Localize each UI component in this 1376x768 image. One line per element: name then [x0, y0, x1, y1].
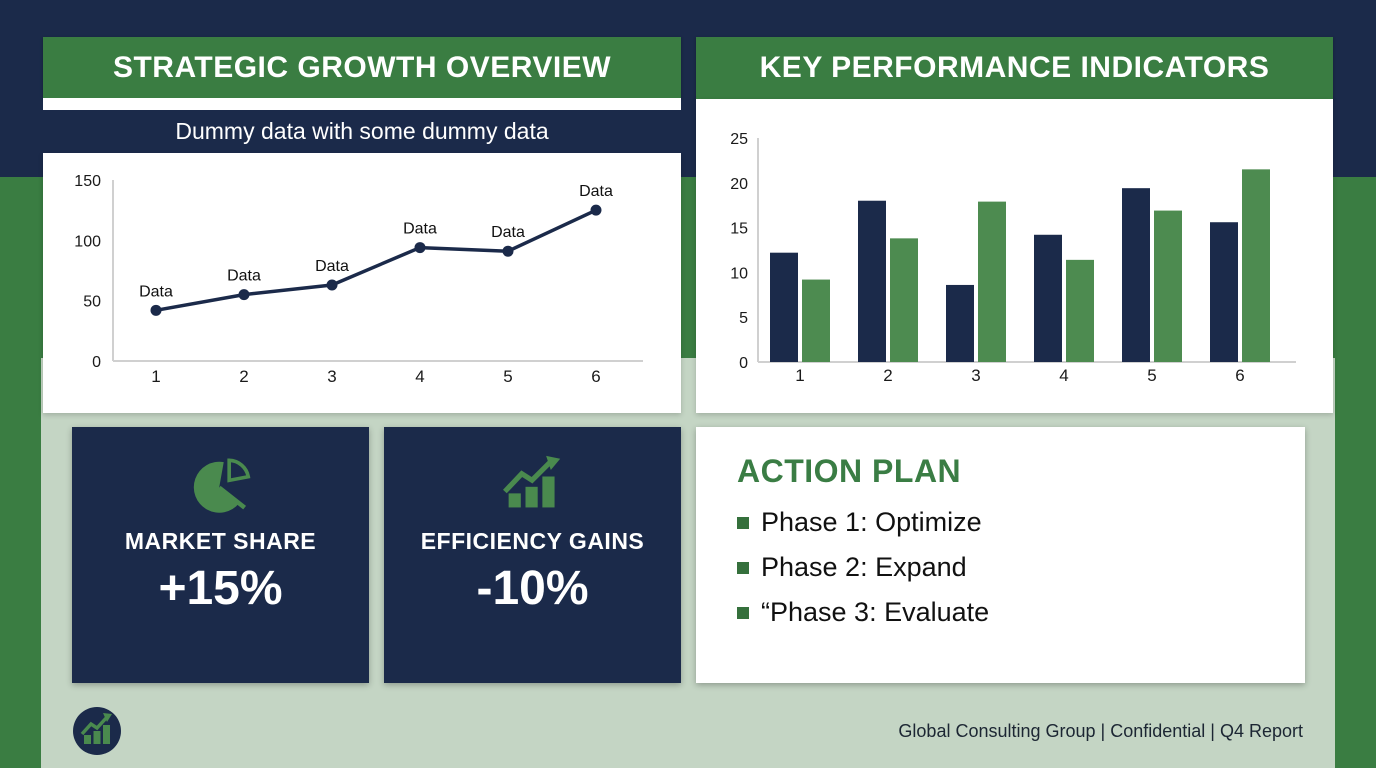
market-share-card: MARKET SHARE +15%: [72, 427, 369, 683]
series-green-bar: [1066, 259, 1094, 362]
efficiency-gains-card: EFFICIENCY GAINS -10%: [384, 427, 681, 683]
series-navy-bar: [946, 284, 974, 362]
svg-text:Data: Data: [491, 224, 525, 241]
svg-text:6: 6: [1235, 366, 1244, 385]
series-green-bar: [890, 238, 918, 362]
series-navy-bar: [1122, 188, 1150, 362]
svg-text:0: 0: [92, 354, 101, 371]
bullet-square-icon: [737, 516, 749, 529]
action-plan-item-text: “Phase 3: Evaluate: [761, 597, 990, 627]
svg-text:4: 4: [415, 367, 424, 386]
svg-text:Data: Data: [139, 283, 173, 300]
action-plan-item: Phase 1: Optimize: [737, 500, 1305, 545]
svg-text:Data: Data: [579, 183, 613, 200]
bullet-square-icon: [737, 606, 749, 619]
action-plan-item: “Phase 3: Evaluate: [737, 590, 1305, 635]
svg-text:5: 5: [1147, 366, 1156, 385]
svg-text:6: 6: [591, 367, 600, 386]
growth-chart-icon: [502, 455, 560, 508]
svg-text:2: 2: [883, 366, 892, 385]
market-share-value: +15%: [158, 562, 283, 615]
action-plan-item-text: Phase 1: Optimize: [761, 507, 982, 537]
svg-text:15: 15: [730, 221, 748, 238]
market-share-label: MARKET SHARE: [124, 528, 317, 554]
company-logo-icon: [73, 707, 121, 755]
svg-text:150: 150: [74, 173, 101, 190]
strategic-growth-title: STRATEGIC GROWTH OVERVIEW: [112, 50, 612, 84]
svg-text:1: 1: [795, 366, 804, 385]
footer-text: Global Consulting Group | Confidential |…: [898, 721, 1303, 741]
svg-text:Data: Data: [403, 221, 437, 238]
pie-chart-icon: [193, 458, 250, 513]
subtitle-band: Dummy data with some dummy data: [43, 110, 681, 153]
kpi-header: KEY PERFORMANCE INDICATORS: [696, 37, 1333, 99]
svg-text:20: 20: [730, 176, 748, 193]
series-navy-bar: [770, 252, 798, 362]
svg-text:50: 50: [83, 294, 101, 311]
series-green-bar: [802, 279, 830, 362]
svg-text:100: 100: [74, 233, 101, 250]
kpi-bar-chart-panel: 0 5 10 15 20 25 1 2 3 4 5 6: [696, 99, 1333, 413]
svg-text:1: 1: [151, 367, 160, 386]
series-navy-bar: [1210, 222, 1238, 362]
svg-text:4: 4: [1059, 366, 1068, 385]
svg-text:2: 2: [239, 367, 248, 386]
svg-text:3: 3: [971, 366, 980, 385]
svg-text:3: 3: [327, 367, 336, 386]
series-green-bar: [978, 201, 1006, 362]
action-plan-list: Phase 1: Optimize Phase 2: Expand “Phase…: [737, 500, 1305, 635]
series-navy-bar: [1034, 234, 1062, 362]
growth-line-chart: 0 50 100 150 Data 1 Data 2 Data 3 Data 4 Data 5 Data 6: [74, 173, 643, 386]
svg-text:Data: Data: [227, 268, 261, 285]
header-divider: [43, 98, 681, 110]
svg-text:25: 25: [730, 131, 748, 148]
action-plan-card: ACTION PLAN Phase 1: Optimize Phase 2: E…: [696, 427, 1305, 683]
subtitle-text: Dummy data with some dummy data: [175, 118, 549, 144]
series-green-bar: [1242, 169, 1270, 362]
svg-text:5: 5: [503, 367, 512, 386]
strategic-growth-header: STRATEGIC GROWTH OVERVIEW: [43, 37, 681, 98]
efficiency-gains-value: -10%: [476, 562, 589, 615]
bullet-square-icon: [737, 561, 749, 574]
svg-text:0: 0: [739, 355, 748, 372]
kpi-bar-chart: 0 5 10 15 20 25 1 2 3 4 5 6: [730, 131, 1296, 385]
svg-text:10: 10: [730, 265, 748, 282]
action-plan-title: ACTION PLAN: [737, 453, 962, 489]
series-green-bar: [1154, 210, 1182, 362]
action-plan-item: Phase 2: Expand: [737, 545, 1305, 590]
svg-text:5: 5: [739, 310, 748, 327]
growth-line-chart-panel: 0 50 100 150 Data 1 Data 2 Data 3 Data 4 Data 5 Data 6: [43, 153, 681, 413]
efficiency-gains-label: EFFICIENCY GAINS: [420, 528, 645, 554]
svg-text:Data: Data: [315, 258, 349, 275]
kpi-title: KEY PERFORMANCE INDICATORS: [759, 51, 1270, 84]
action-plan-item-text: Phase 2: Expand: [761, 552, 967, 582]
series-navy-bar: [858, 200, 886, 362]
